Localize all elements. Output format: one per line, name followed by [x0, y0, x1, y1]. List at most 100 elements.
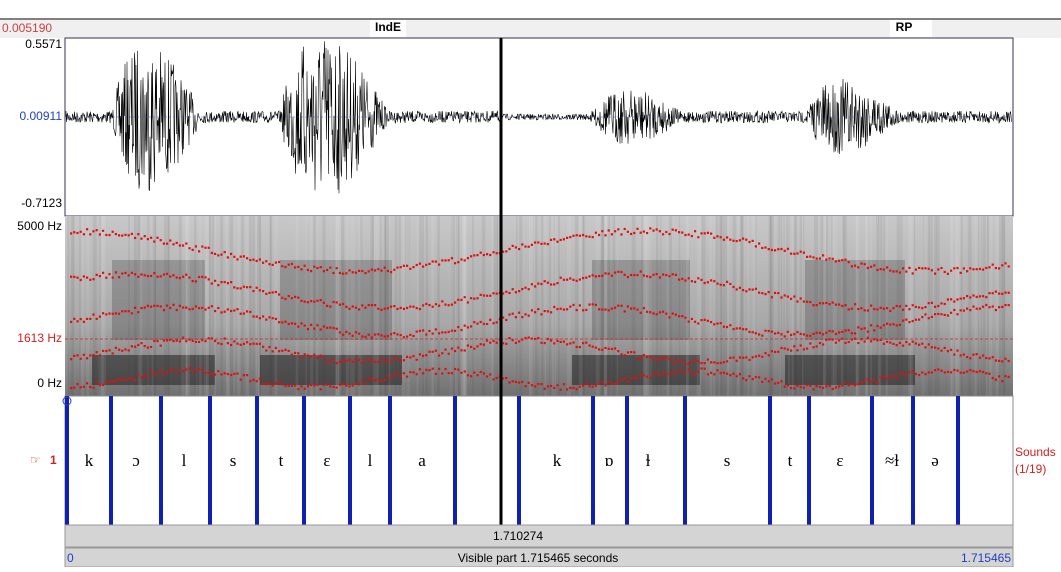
formant-point	[92, 386, 95, 389]
formant-point	[870, 380, 873, 383]
interval-label: ə	[931, 451, 939, 470]
striation	[732, 216, 737, 396]
formant-point	[998, 267, 1001, 270]
formant-point	[953, 353, 956, 356]
formant-point	[876, 324, 879, 328]
formant-point	[86, 317, 89, 321]
formant-point	[278, 260, 281, 264]
formant-point	[754, 287, 757, 290]
formant-point	[783, 249, 786, 252]
formant-point	[297, 296, 300, 299]
formant-point	[655, 313, 658, 316]
freq-min: 0 Hz	[37, 376, 62, 390]
formant-point	[710, 232, 713, 235]
striation	[398, 216, 401, 396]
formant-point	[505, 290, 508, 293]
formant-point	[230, 281, 233, 284]
formant-point	[806, 334, 809, 337]
formant-point	[1004, 303, 1007, 307]
spectrogram	[65, 216, 1010, 396]
formant-point	[92, 354, 95, 357]
formant-point	[620, 353, 623, 356]
formant-point	[607, 272, 610, 275]
tier-number[interactable]: 1	[50, 453, 57, 467]
energy-band	[92, 355, 215, 385]
formant-point	[607, 347, 610, 350]
formant-point	[975, 307, 978, 310]
formant-point	[412, 266, 415, 269]
formant-point	[76, 276, 79, 279]
formant-point	[553, 386, 556, 390]
formant-point	[463, 370, 466, 373]
striation	[701, 216, 704, 396]
formant-point	[866, 330, 869, 333]
interval-label: t	[279, 451, 284, 470]
formant-point	[748, 330, 751, 334]
formant-point	[441, 259, 444, 262]
formant-point	[194, 305, 197, 308]
formant-point	[319, 298, 322, 302]
formant-point	[684, 233, 687, 237]
formant-point	[854, 303, 857, 306]
formant-point	[329, 305, 332, 308]
striation	[383, 216, 386, 396]
cursor-bar[interactable]	[64, 524, 1014, 548]
formant-point	[178, 340, 181, 343]
formant-point	[159, 305, 162, 308]
formant-point	[639, 373, 642, 376]
striation	[380, 216, 382, 396]
formant-point	[930, 371, 933, 374]
formant-point	[495, 321, 498, 324]
formant-point	[994, 359, 997, 362]
formant-point	[252, 289, 255, 293]
formant-point	[284, 348, 287, 351]
formant-point	[255, 342, 258, 345]
formant-point	[137, 275, 140, 278]
formant-point	[300, 385, 303, 388]
formant-point	[233, 309, 236, 312]
formant-point	[569, 305, 572, 308]
formant-point	[322, 383, 325, 387]
formant-point	[626, 230, 629, 233]
striation	[241, 216, 244, 396]
formant-point	[367, 333, 370, 336]
formant-point	[434, 372, 437, 376]
formant-point	[92, 313, 95, 316]
formant-point	[226, 308, 229, 311]
formant-point	[863, 327, 866, 330]
formant-point	[786, 384, 789, 387]
formant-point	[566, 308, 569, 311]
formant-point	[399, 359, 402, 363]
formant-point	[210, 251, 213, 255]
formant-point	[614, 347, 617, 350]
boundary-handle[interactable]	[62, 396, 72, 406]
formant-point	[383, 266, 386, 269]
formant-point	[879, 376, 882, 379]
formant-point	[562, 278, 565, 281]
formant-point	[118, 312, 121, 315]
striation	[642, 216, 647, 396]
striation	[877, 216, 881, 396]
formant-point	[470, 297, 473, 300]
formant-point	[146, 376, 149, 379]
formant-point	[991, 376, 994, 380]
formant-point	[991, 263, 994, 266]
striation	[820, 216, 824, 396]
formant-point	[850, 265, 853, 268]
tier-pointer[interactable]: ☞	[30, 453, 41, 467]
formant-point	[652, 357, 655, 360]
formant-point	[402, 359, 405, 362]
formant-point	[194, 280, 197, 283]
formant-point	[422, 329, 425, 332]
formant-point	[508, 337, 511, 340]
formant-point	[578, 234, 581, 237]
formant-point	[761, 380, 764, 383]
formant-point	[694, 320, 697, 323]
formant-point	[182, 244, 185, 247]
formant-point	[418, 307, 421, 311]
formant-point	[838, 339, 841, 342]
formant-point	[108, 312, 111, 315]
striation	[1001, 216, 1006, 396]
formant-point	[735, 359, 738, 362]
